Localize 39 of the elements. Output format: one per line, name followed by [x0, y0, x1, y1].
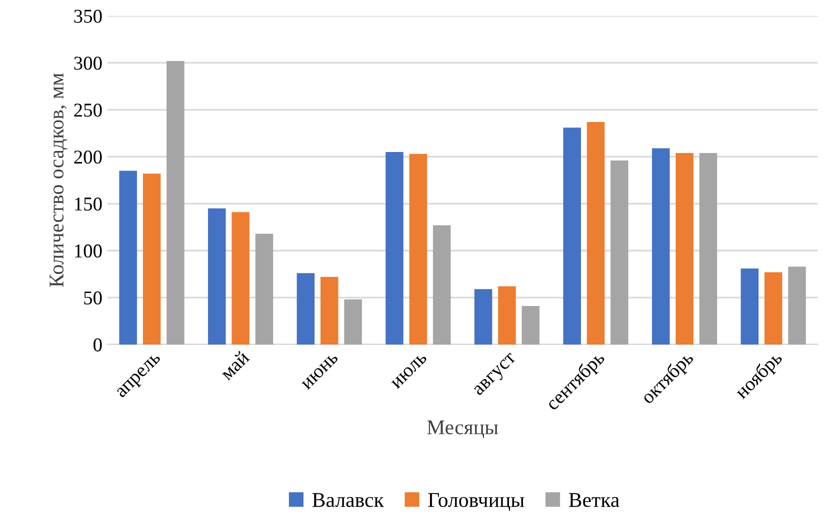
y-tick-label: 200	[74, 150, 102, 164]
y-tick-label: 250	[74, 104, 102, 117]
bar	[563, 128, 581, 344]
bar	[474, 289, 492, 344]
bar	[320, 276, 338, 344]
bar	[586, 122, 605, 344]
bar	[166, 60, 184, 344]
y-axis-title: Количество осадков, мм	[50, 73, 68, 288]
bar	[208, 208, 226, 344]
y-tick-label: 150	[75, 197, 102, 211]
bar	[386, 152, 404, 344]
x-tick-label: май	[218, 350, 250, 381]
bar	[788, 266, 806, 344]
bar	[764, 272, 782, 344]
bar	[522, 306, 540, 344]
bar	[699, 152, 718, 344]
legend-label: Валавск	[312, 493, 384, 508]
legend-label: Ветка	[568, 493, 620, 508]
bar	[409, 154, 428, 344]
x-tick-label: июль	[391, 352, 428, 390]
bar	[142, 174, 161, 344]
bar	[296, 273, 315, 344]
bar	[344, 299, 362, 344]
x-axis-title: Месяцы	[427, 420, 498, 438]
y-tick-label: 100	[75, 244, 102, 258]
bar	[676, 152, 694, 344]
bar	[232, 212, 250, 344]
bar	[740, 268, 759, 344]
bar	[610, 160, 628, 344]
y-tick-label: 0	[94, 338, 102, 352]
y-tick-label: 50	[84, 291, 102, 304]
y-tick-label: 300	[74, 56, 102, 70]
legend-label: Головчицы	[428, 493, 524, 511]
bar	[119, 170, 137, 344]
bar	[255, 234, 274, 344]
bar	[498, 286, 516, 344]
bar	[652, 148, 670, 344]
y-tick-label: 350	[74, 10, 102, 23]
bar	[432, 225, 451, 344]
